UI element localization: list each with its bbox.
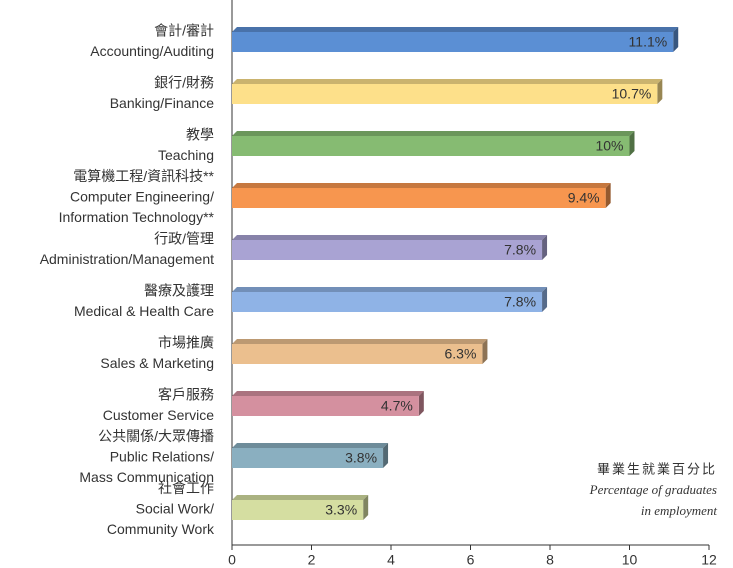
category-label: 公共關係/大眾傳播 [98,428,214,444]
value-label: 3.8% [345,450,377,466]
category-label: 社會工作 [158,480,214,496]
category-label: Community Work [107,521,215,537]
value-label: 4.7% [381,398,413,414]
value-label: 11.1% [629,34,668,50]
bar-side [673,27,679,52]
bar-side [629,131,635,156]
bar-top [232,339,488,344]
bar-side [418,391,424,416]
bar-side [363,495,369,520]
value-label: 7.8% [504,294,536,310]
bar [232,292,543,312]
bar-side [657,79,663,104]
category-label: Administration/Management [40,251,214,267]
category-label: 會計/審計 [154,22,214,38]
bar [232,448,384,468]
annotation: in employment [641,503,718,518]
bar [232,84,658,104]
bar [232,396,419,416]
category-label: 銀行/財務 [154,74,214,90]
category-label: 電算機工程/資訊科技** [73,168,214,184]
category-label: Accounting/Auditing [90,43,214,59]
category-label: 市場推廣 [158,334,214,350]
bar-top [232,495,369,500]
x-tick-label: 6 [467,552,475,568]
x-tick-label: 4 [387,552,395,568]
annotation: Percentage of graduates [589,482,717,497]
category-label: 客戶服務 [158,386,214,402]
category-label: Information Technology** [59,209,215,225]
category-label: Computer Engineering/ [70,189,214,205]
bar-top [232,79,663,84]
category-label: 教學 [186,126,214,142]
annotation: 畢業生就業百分比 [597,462,717,478]
bar-top [232,183,611,188]
category-label: Teaching [158,147,214,163]
bar [232,136,630,156]
category-label: 行政/管理 [154,230,214,246]
category-label: Social Work/ [136,501,214,517]
bar-top [232,391,424,396]
bar-top [232,27,679,32]
bar [232,32,674,52]
x-tick-label: 0 [228,552,236,568]
x-tick-label: 2 [308,552,316,568]
category-label: Mass Communication [79,469,214,485]
bar-side [605,183,611,208]
category-label: Public Relations/ [110,449,214,465]
bar-top [232,443,389,448]
value-label: 10.7% [612,86,652,102]
category-label: Customer Service [103,407,214,423]
bar-side [542,287,548,312]
category-label: 醫療及護理 [144,282,214,298]
category-label: Banking/Finance [110,95,215,111]
bar-top [232,131,635,136]
bar [232,188,606,208]
x-tick-label: 8 [546,552,554,568]
value-label: 9.4% [568,190,600,206]
value-label: 7.8% [504,242,536,258]
bar-side [482,339,488,364]
category-label: Medical & Health Care [74,303,214,319]
category-label: Sales & Marketing [100,355,214,371]
bar-side [542,235,548,260]
bar-side [383,443,389,468]
bar-top [232,287,548,292]
bar [232,240,543,260]
bar [232,344,483,364]
x-tick-label: 12 [701,552,717,568]
value-label: 10% [595,138,623,154]
value-label: 6.3% [445,346,477,362]
bar-top [232,235,548,240]
value-label: 3.3% [325,502,357,518]
bar [232,500,364,520]
x-tick-label: 10 [622,552,638,568]
